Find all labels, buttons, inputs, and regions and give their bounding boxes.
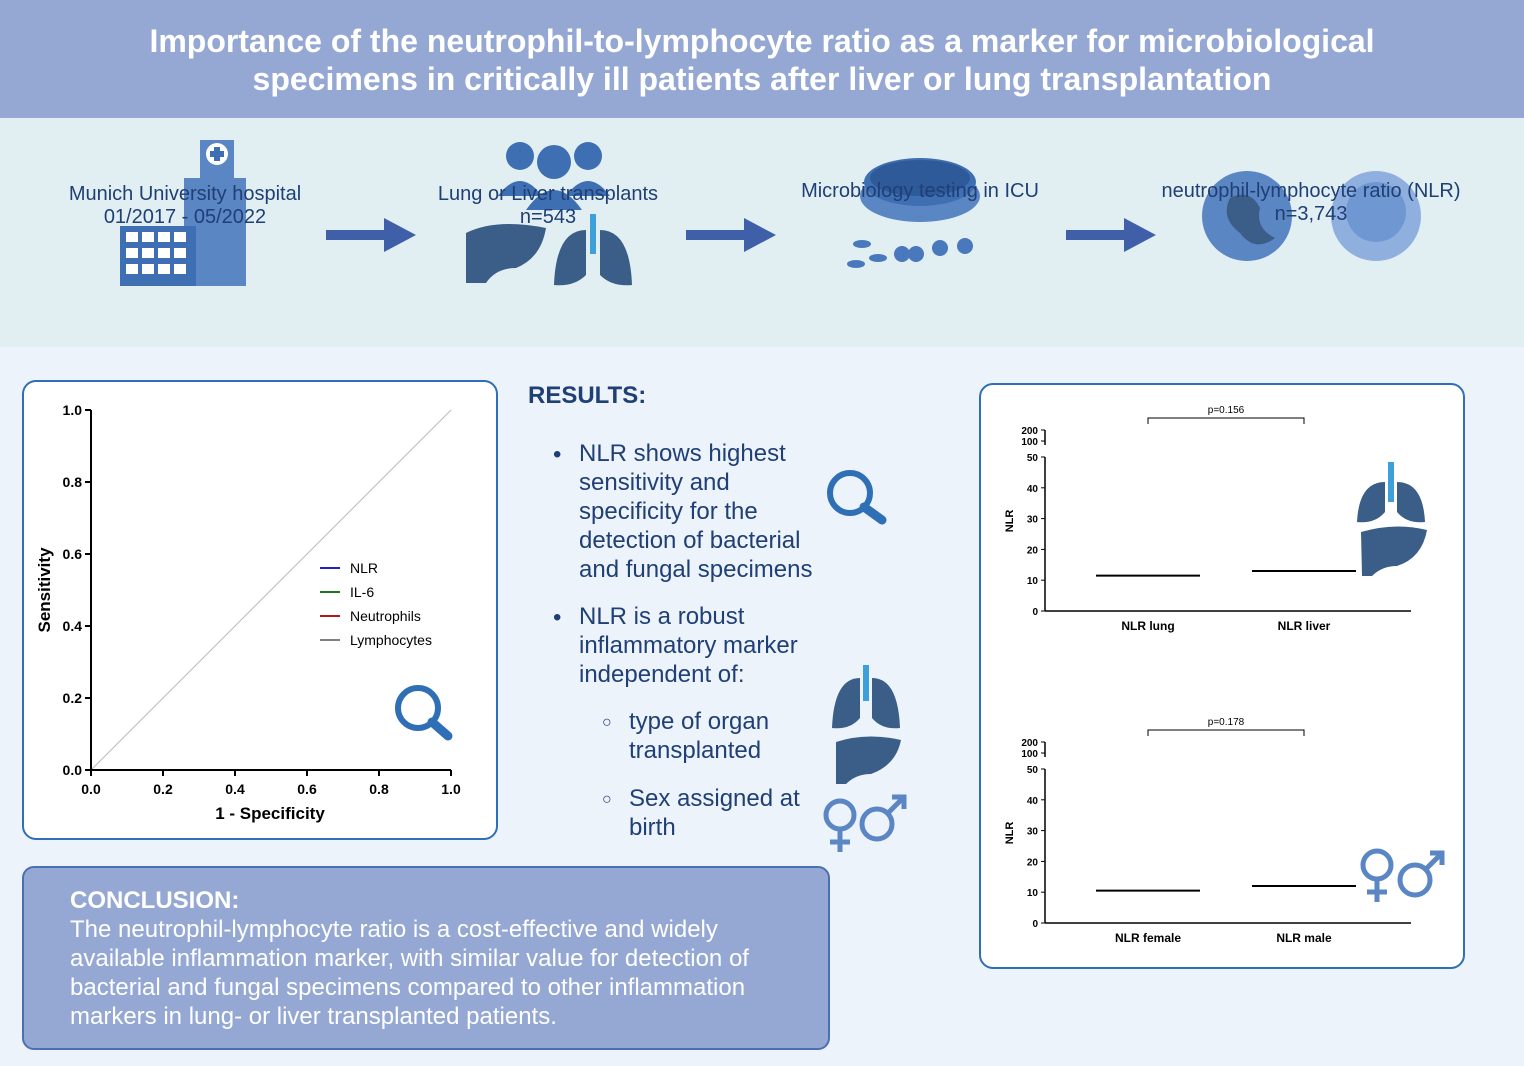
legend-label: Lymphocytes [350, 632, 432, 648]
y-tick-label: 200 [1021, 426, 1038, 437]
step-sublabel: 01/2017 - 05/2022 [103, 206, 267, 228]
panel-icons [1357, 462, 1445, 902]
petri-icon [847, 158, 980, 268]
x-tick-label: NLR lung [1121, 619, 1174, 633]
y-tick-label: 20 [1027, 545, 1039, 556]
y-axis-label: NLR [1004, 822, 1016, 845]
y-tick-label: 0.6 [63, 546, 83, 562]
legend-label: Neutrophils [350, 608, 421, 624]
x-tick-label: 0.2 [153, 781, 173, 797]
y-tick-label: 40 [1027, 484, 1039, 495]
roc-panel [22, 380, 498, 840]
workflow-icons [120, 140, 1421, 286]
hospital-icon [120, 140, 246, 286]
roc-chart: 0.0 0.2 0.4 0.6 0.8 1.0 0.0 0.2 0.4 0.6 0.8 1.0 1 - … [35, 402, 461, 823]
x-tick-label: NLR female [1115, 931, 1181, 945]
y-tick-label: 0.0 [63, 762, 83, 778]
sex-icon [1360, 848, 1445, 902]
x-tick-label: NLR male [1276, 931, 1332, 945]
x-tick-label: 0.4 [225, 781, 245, 797]
step-label: neutrophil-lymphocyte ratio (NLR) [1161, 180, 1461, 202]
y-tick-label: 20 [1027, 857, 1039, 868]
nlr-panel [979, 383, 1465, 969]
y-axis-label: Sensitivity [35, 547, 54, 633]
liver-icon [1361, 526, 1427, 576]
y-tick-label: 1.0 [63, 402, 83, 418]
bullet-text: NLR shows highest sensitivity and specif… [579, 440, 813, 583]
y-tick-label: 0.8 [63, 474, 83, 490]
y-tick-label: 30 [1027, 827, 1039, 838]
magnifier-icon [395, 685, 453, 741]
y-tick-label: 0.2 [63, 690, 83, 706]
p-value: p=0.178 [1208, 717, 1245, 728]
x-tick-label: NLR liver [1278, 619, 1331, 633]
people-icon [498, 142, 610, 210]
magnifier-icon [827, 470, 887, 525]
legend-label: NLR [350, 560, 378, 576]
y-tick-label: 0.4 [63, 618, 83, 634]
lungs-icon [1357, 462, 1425, 523]
sub-bullet: ○ [602, 714, 612, 731]
conclusion-text: The neutrophil-lymphocyte ratio is a cos… [70, 916, 749, 1030]
p-value: p=0.156 [1208, 405, 1245, 416]
x-tick-label: 1.0 [441, 781, 461, 797]
y-tick-label: 10 [1027, 888, 1039, 899]
result-icons [395, 470, 907, 852]
bullet-text: NLR is a robust inflammatory marker inde… [579, 603, 798, 688]
y-tick-label: 50 [1027, 765, 1039, 776]
cell-icons [1202, 171, 1421, 261]
y-tick-label: 50 [1027, 453, 1039, 464]
y-tick-label: 40 [1027, 796, 1039, 807]
step-label: Microbiology testing in ICU [801, 180, 1039, 202]
step-label: Munich University hospital [68, 183, 302, 205]
y-tick-label: 200 [1021, 738, 1038, 749]
legend-label: IL-6 [350, 584, 374, 600]
y-axis-label: NLR [1004, 510, 1016, 533]
sex-icon [823, 794, 907, 852]
sub-bullet: ○ [602, 791, 612, 808]
title: Importance of the neutrophil-to-lymphocy… [149, 23, 1375, 97]
y-tick-label: 30 [1027, 515, 1039, 526]
lungs-icon [554, 214, 632, 286]
sub-bullet-text: type of organ transplanted [629, 708, 770, 764]
significance-bracket [1147, 729, 1305, 736]
y-tick-label: 100 [1021, 749, 1038, 760]
y-tick-label: 0 [1032, 919, 1038, 930]
step-sublabel: n=3,743 [1274, 203, 1348, 225]
results-heading: RESULTS: [528, 382, 647, 409]
header [0, 0, 1524, 118]
arrows [326, 218, 1156, 252]
y-tick-label: 100 [1021, 437, 1038, 448]
x-tick-label: 0.8 [369, 781, 389, 797]
conclusion-heading: CONCLUSION: [70, 887, 240, 914]
significance-bracket [1147, 417, 1305, 424]
y-tick-label: 10 [1027, 576, 1039, 587]
liver-icon [466, 224, 546, 283]
x-tick-label: 0.0 [81, 781, 101, 797]
lungs-icon [832, 665, 900, 729]
x-axis-label: 1 - Specificity [215, 804, 325, 823]
x-tick-label: 0.6 [297, 781, 317, 797]
bullet: • [553, 441, 562, 468]
diagonal [90, 409, 452, 771]
conclusion-box [22, 866, 830, 1050]
y-tick-label: 0 [1032, 607, 1038, 618]
step-sublabel: n=543 [519, 206, 577, 228]
step-label: Lung or Liver transplants [437, 183, 659, 205]
sub-bullet-text: Sex assigned at birth [629, 785, 800, 841]
bullet: • [553, 604, 562, 631]
liver-icon [836, 736, 901, 784]
